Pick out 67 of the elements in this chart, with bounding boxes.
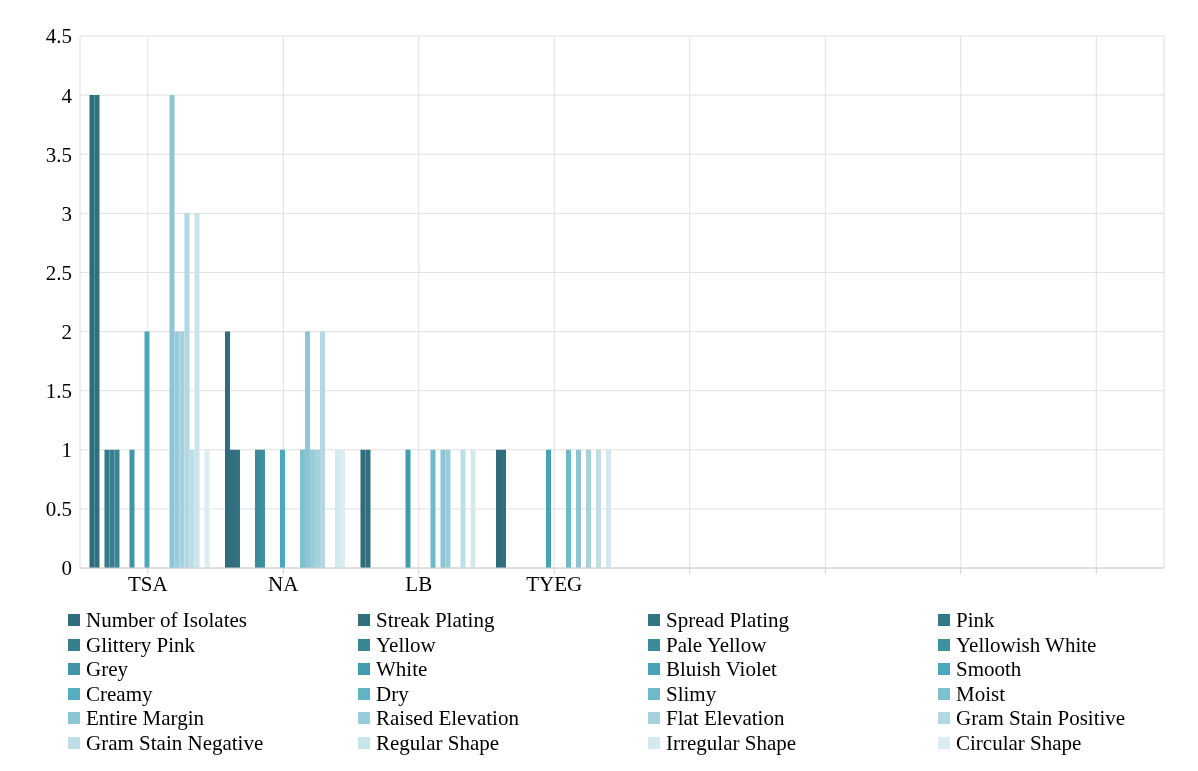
bar bbox=[565, 449, 571, 568]
bar bbox=[169, 95, 175, 568]
legend-label: Dry bbox=[376, 681, 409, 706]
legend-label: Circular Shape bbox=[956, 730, 1082, 755]
legend-label: Gram Stain Negative bbox=[86, 730, 264, 755]
legend-label: Bluish Violet bbox=[666, 657, 777, 682]
x-tick-label: LB bbox=[405, 571, 433, 596]
legend-label: Grey bbox=[86, 657, 128, 682]
bar bbox=[470, 449, 476, 568]
bar bbox=[144, 331, 150, 568]
x-tick-label: TYEG bbox=[526, 571, 583, 596]
legend-label: Raised Elevation bbox=[376, 706, 519, 731]
bar bbox=[234, 449, 240, 568]
legend-label: Number of Isolates bbox=[86, 608, 247, 633]
bar bbox=[430, 449, 436, 568]
bar bbox=[309, 449, 315, 568]
legend-label: Glittery Pink bbox=[86, 632, 196, 657]
legend-label: Creamy bbox=[86, 681, 153, 706]
bar bbox=[299, 449, 305, 568]
y-tick-label: 3.5 bbox=[45, 142, 72, 167]
bar bbox=[405, 449, 411, 568]
legend-label: Entire Margin bbox=[86, 706, 205, 731]
bar bbox=[174, 331, 180, 568]
bar bbox=[339, 449, 345, 568]
bar bbox=[279, 449, 285, 568]
legend-label: Slimy bbox=[666, 681, 717, 706]
bar bbox=[259, 449, 265, 568]
y-tick-label: 2.5 bbox=[45, 260, 72, 285]
bar bbox=[595, 449, 601, 568]
legend-label: Gram Stain Positive bbox=[956, 706, 1126, 731]
legend-label: Irregular Shape bbox=[666, 730, 797, 755]
y-tick-label: 4 bbox=[61, 83, 73, 108]
bar bbox=[204, 449, 210, 568]
bar bbox=[500, 449, 506, 568]
legend-label: Regular Shape bbox=[376, 730, 500, 755]
x-tick-label: NA bbox=[268, 571, 300, 596]
y-tick-label: 0.5 bbox=[45, 497, 72, 522]
legend-label: Yellow bbox=[376, 632, 436, 657]
y-tick-label: 3 bbox=[61, 201, 72, 226]
legend-label: Flat Elevation bbox=[666, 706, 785, 731]
y-tick-label: 0 bbox=[61, 556, 72, 581]
legend-label: Pale Yellow bbox=[666, 632, 767, 657]
bar bbox=[104, 449, 110, 568]
bar bbox=[89, 95, 95, 568]
legend-label: White bbox=[376, 657, 428, 682]
bar bbox=[605, 449, 611, 568]
bar bbox=[445, 449, 451, 568]
legend-label: Spread Plating bbox=[666, 608, 790, 633]
legend-label: Moist bbox=[956, 681, 1006, 706]
bar bbox=[360, 449, 366, 568]
bar bbox=[585, 449, 591, 568]
legend-label: Pink bbox=[956, 608, 995, 633]
x-tick-label: TSA bbox=[127, 571, 169, 596]
bar bbox=[129, 449, 135, 568]
bar bbox=[319, 331, 325, 568]
legend-label: Streak Plating bbox=[376, 608, 495, 633]
bar bbox=[460, 449, 466, 568]
y-tick-label: 2 bbox=[61, 320, 72, 345]
bar bbox=[575, 449, 581, 568]
bar bbox=[545, 449, 551, 568]
bar bbox=[440, 449, 446, 568]
bar bbox=[304, 331, 310, 568]
legend-label: Yellowish White bbox=[956, 632, 1097, 657]
y-tick-label: 1 bbox=[61, 438, 72, 463]
y-tick-label: 4.5 bbox=[45, 24, 72, 49]
y-tick-label: 1.5 bbox=[45, 379, 72, 404]
legend-label: Smooth bbox=[956, 657, 1022, 682]
